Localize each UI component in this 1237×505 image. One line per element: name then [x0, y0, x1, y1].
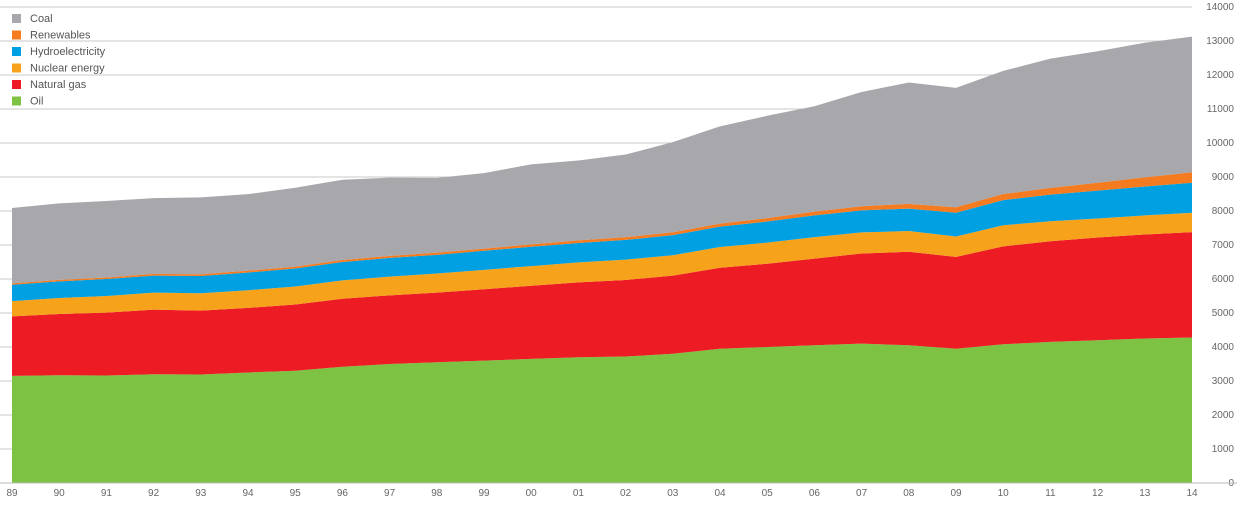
y-tick-label: 9000 [1212, 172, 1235, 183]
x-tick-label: 03 [667, 488, 679, 499]
x-tick-label: 14 [1186, 488, 1198, 499]
y-tick-label: 7000 [1212, 240, 1235, 251]
x-tick-label: 13 [1139, 488, 1151, 499]
legend-swatch-nuclear-energy [12, 63, 21, 73]
legend-label-renewables: Renewables [30, 30, 91, 42]
area-layer [12, 36, 1192, 483]
area-coal [12, 36, 1192, 284]
x-tick-label: 07 [856, 488, 868, 499]
legend-swatch-natural-gas [12, 80, 21, 89]
legend-swatch-renewables [12, 30, 21, 40]
x-tick-label: 05 [762, 488, 774, 499]
x-tick-label: 06 [809, 488, 821, 499]
x-tick-label: 99 [478, 488, 490, 499]
y-tick-label: 5000 [1212, 308, 1235, 319]
x-tick-label: 93 [195, 488, 207, 499]
y-tick-label: 3000 [1212, 376, 1235, 387]
x-tick-label: 00 [526, 488, 538, 499]
legend-label-nuclear-energy: Nuclear energy [30, 63, 105, 75]
y-tick-label: 11000 [1207, 104, 1235, 115]
x-tick-label: 12 [1092, 488, 1104, 499]
x-tick-label: 08 [903, 488, 915, 499]
x-tick-label: 92 [148, 488, 160, 499]
area-hydroelectricity [12, 182, 1192, 302]
legend-label-coal: Coal [30, 13, 53, 25]
y-tick-label: 10000 [1206, 138, 1234, 149]
x-tick-label: 91 [101, 488, 113, 499]
area-natural-gas [12, 232, 1192, 376]
x-tick-label: 89 [6, 488, 18, 499]
legend-swatch-hydroelectricity [12, 47, 21, 56]
x-tick-label: 09 [950, 488, 962, 499]
legend-swatch-oil [12, 96, 21, 106]
x-tick-label: 95 [290, 488, 302, 499]
legend-label-hydroelectricity: Hydroelectricity [30, 46, 106, 58]
area-nuclear-energy [12, 212, 1192, 317]
y-tick-label: 8000 [1212, 206, 1235, 217]
x-tick-label: 97 [384, 488, 396, 499]
area-oil [12, 337, 1192, 483]
x-tick-label: 04 [714, 488, 726, 499]
x-tick-label: 90 [54, 488, 66, 499]
x-tick-label: 02 [620, 488, 632, 499]
x-tick-label: 98 [431, 488, 443, 499]
x-tick-label: 96 [337, 488, 349, 499]
y-tick-label: 2000 [1212, 410, 1235, 421]
y-tick-label: 6000 [1212, 274, 1235, 285]
y-tick-label: 14000 [1206, 2, 1234, 13]
legend-label-oil: Oil [30, 96, 43, 108]
y-tick-label: 12000 [1206, 70, 1234, 81]
y-tick-label: 4000 [1212, 342, 1235, 353]
legend-swatch-coal [12, 14, 21, 23]
legend-label-natural-gas: Natural gas [30, 79, 87, 91]
x-tick-label: 01 [573, 488, 585, 499]
y-tick-label: 13000 [1206, 36, 1234, 47]
legend: Coal Renewables Hydroelectricity Nuclear en… [12, 13, 106, 108]
x-tick-label: 94 [242, 488, 254, 499]
y-tick-label: 1000 [1212, 444, 1235, 455]
x-tick-label: 11 [1045, 488, 1056, 499]
x-tick-label: 10 [998, 488, 1010, 499]
